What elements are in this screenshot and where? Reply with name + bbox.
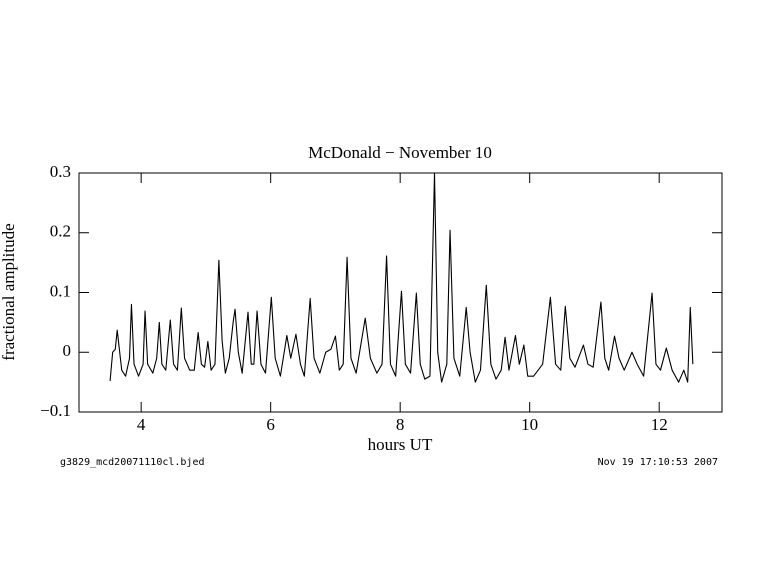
file-note: g3829_mcd20071110cl.bjed [60, 457, 205, 468]
chart-title: McDonald − November 10 [308, 143, 492, 162]
x-tick-label: 6 [266, 415, 275, 434]
plot-frame [78, 172, 723, 413]
light-curve [109, 172, 694, 383]
y-tick-label: 0.1 [50, 281, 71, 300]
y-tick-label: −0.1 [40, 401, 71, 420]
x-tick-label: 10 [521, 415, 538, 434]
x-axis-label: hours UT [368, 435, 433, 454]
y-axis-label: fractional amplitude [0, 223, 18, 360]
x-tick-label: 8 [396, 415, 405, 434]
y-tick-label: 0.2 [50, 222, 71, 241]
y-tick-label: 0.3 [50, 162, 71, 181]
x-tick-label: 12 [651, 415, 668, 434]
date-note: Nov 19 17:10:53 2007 [598, 457, 718, 468]
y-tick-label: 0 [63, 341, 72, 360]
x-tick-label: 4 [137, 415, 146, 434]
